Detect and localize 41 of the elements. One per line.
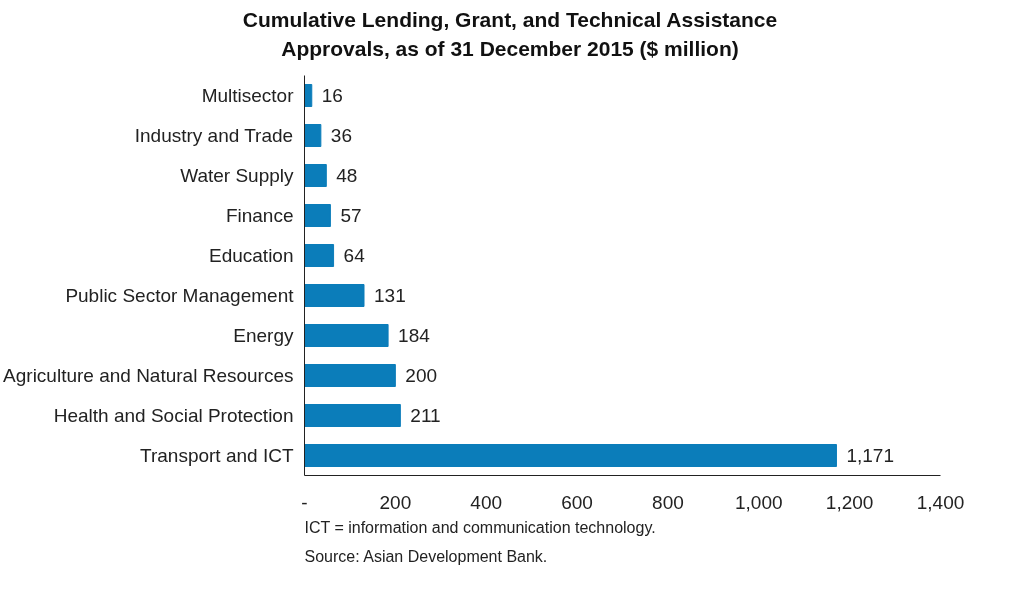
y-tick-label: Health and Social Protection [53,405,294,426]
y-tick-label: Transport and ICT [140,445,294,466]
y-tick-label: Multisector [201,85,295,106]
data-label: 1,171 [846,445,895,466]
x-tick-label: 400 [470,491,503,513]
y-tick-label: Industry and Trade [134,125,294,146]
bar [304,364,396,387]
data-label: 16 [321,85,343,106]
data-label: 211 [410,405,441,426]
y-tick-label: Agriculture and Natural Resources [3,365,294,386]
x-tick-label: 1,400 [916,491,965,513]
y-tick-label: Energy [233,325,294,346]
bar [304,324,389,347]
source-note: Source: Asian Development Bank. [304,547,548,565]
data-label: 64 [343,245,366,266]
bar [304,284,365,307]
bar [304,404,401,427]
y-tick-label: Finance [225,205,294,226]
data-label: 184 [398,325,431,346]
bar [304,164,327,187]
data-label: 131 [374,285,406,306]
bar [304,84,313,107]
chart-title: Cumulative Lending, Grant, and Technical Assistance Approvals, as of 31 December 2015 ($ million) [241,7,779,63]
data-label: 48 [336,165,358,186]
x-tick-label: 600 [561,491,593,513]
x-tick-label: 1,200 [825,491,874,513]
bar [304,444,837,467]
y-tick-label: Public Sector Management [65,285,295,306]
bar [304,204,331,227]
x-tick-label: - [301,491,308,513]
data-label: 200 [405,365,438,386]
x-tick-label: 1,000 [735,491,783,513]
data-label: 57 [340,205,362,226]
bar [304,244,335,267]
y-tick-label: Education [208,245,294,266]
x-tick-label: 800 [652,491,684,513]
bar [304,124,322,147]
text: ICT = information and communication technology. [304,518,656,536]
y-tick-label: Water Supply [180,165,294,186]
data-label: 36 [330,125,352,146]
x-tick-label: 200 [379,491,412,513]
